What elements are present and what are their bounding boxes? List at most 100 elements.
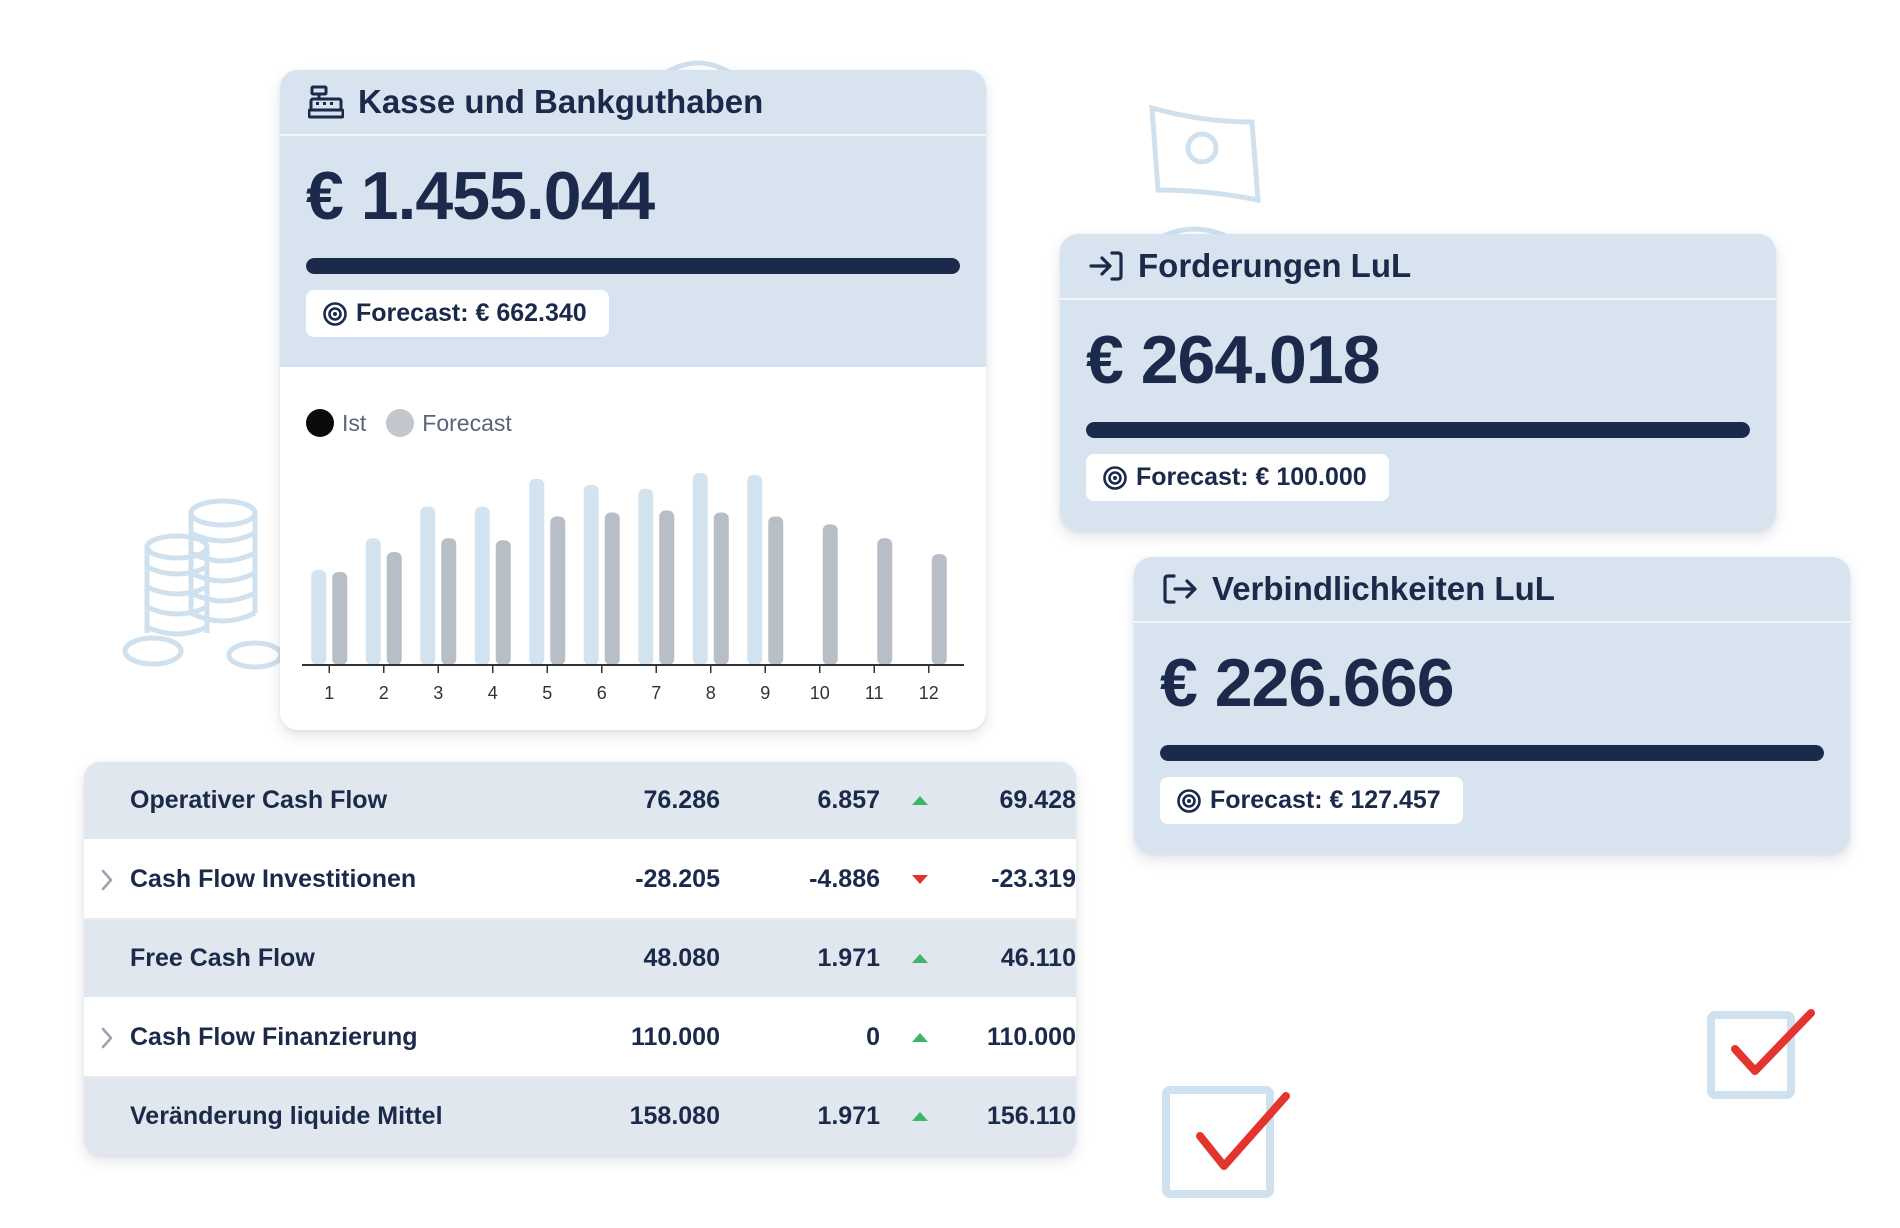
row-value-2: 1.971	[817, 944, 880, 972]
row-value-2: 1.971	[817, 1102, 880, 1130]
receivables-progress-bar	[1086, 422, 1750, 438]
x-tick-label-3: 3	[433, 683, 443, 703]
payables-progress-fill	[1160, 745, 1824, 761]
sign-out-arrow-icon	[1163, 574, 1197, 604]
trend-up-icon	[880, 954, 960, 963]
cash-progress-fill	[306, 258, 960, 274]
row-label: Cash Flow Finanzierung	[130, 1023, 418, 1051]
bar-forecast-3	[441, 538, 457, 665]
row-value-3: 46.110	[1000, 944, 1076, 972]
x-tick-label-8: 8	[706, 683, 716, 703]
trend-up-icon	[880, 796, 960, 805]
bar-forecast-7	[659, 510, 675, 665]
bar-ist-9	[747, 474, 763, 665]
row-value-3: 110.000	[987, 1023, 1076, 1051]
x-tick-label-5: 5	[542, 683, 552, 703]
checkbox-checked-small-icon	[1707, 1009, 1815, 1099]
target-icon	[1177, 788, 1201, 813]
bar-forecast-6	[604, 512, 620, 665]
row-value-1: -28.205	[635, 865, 720, 893]
cash-balance-card: Kasse und Bankguthaben € 1.455.044 Forec…	[280, 70, 986, 730]
receivables-forecast-badge: Forecast: € 100.000	[1086, 454, 1389, 501]
target-icon	[1103, 465, 1127, 490]
receivables-forecast-label: Forecast: € 100.000	[1136, 463, 1367, 491]
row-value-2: 0	[866, 1023, 880, 1051]
x-tick-label-11: 11	[865, 683, 884, 703]
payables-amount: € 226.666	[1160, 645, 1455, 721]
payables-card-header: Verbindlichkeiten LuL	[1134, 557, 1850, 623]
trend-up-icon	[880, 1033, 960, 1042]
cash-forecast-label: Forecast: € 662.340	[356, 299, 587, 327]
payables-card: Verbindlichkeiten LuL € 226.666 Forecast…	[1134, 557, 1850, 854]
row-label: Cash Flow Investitionen	[130, 865, 417, 893]
payables-forecast-label: Forecast: € 127.457	[1210, 786, 1441, 814]
legend-label-forecast: Forecast	[422, 409, 512, 436]
table-row-cash-flow-investitionen[interactable]: Cash Flow Investitionen -28.205 -4.886 -…	[84, 841, 1076, 920]
bar-ist-3	[420, 506, 436, 665]
x-tick-label-9: 9	[760, 683, 770, 703]
bar-forecast-11	[877, 538, 893, 665]
legend-item-forecast: Forecast	[386, 409, 512, 437]
trend-up-icon	[880, 1112, 960, 1121]
bar-ist-6	[583, 484, 599, 665]
x-tick-label-12: 12	[919, 683, 939, 703]
payables-card-body: € 226.666 Forecast: € 127.457	[1134, 623, 1850, 854]
receivables-amount: € 264.018	[1086, 322, 1381, 398]
bar-chart-svg: 1 2 3 4 5 6 7 8 9 10 11 12	[302, 472, 964, 703]
table-row-operativer-cash-flow: Operativer Cash Flow 76.286 6.857 69.428	[84, 762, 1076, 841]
bar-forecast-10	[822, 524, 838, 665]
receivables-card-title: Forderungen LuL	[1138, 247, 1412, 284]
legend-swatch-ist	[306, 409, 334, 437]
cash-register-icon	[308, 85, 344, 119]
row-value-1: 48.080	[643, 944, 720, 972]
row-value-1: 158.080	[629, 1102, 720, 1130]
receivables-card: Forderungen LuL € 264.018 Forecast: € 10…	[1060, 234, 1776, 531]
row-value-3: 156.110	[987, 1102, 1076, 1130]
bar-ist-1	[311, 569, 327, 665]
coin-mid-illustration	[1162, 226, 1228, 238]
row-value-2: 6.857	[817, 786, 880, 814]
coins-illustration	[122, 498, 284, 670]
receivables-card-header: Forderungen LuL	[1060, 234, 1776, 300]
x-tick-label-1: 1	[324, 683, 334, 703]
row-value-2: -4.886	[809, 865, 880, 893]
cash-forecast-badge: Forecast: € 662.340	[306, 290, 609, 337]
bar-ist-5	[529, 478, 545, 665]
checkbox-checked-large-icon	[1162, 1086, 1290, 1198]
row-label: Free Cash Flow	[130, 944, 315, 972]
target-icon	[323, 301, 347, 326]
row-label: Veränderung liquide Mittel	[130, 1102, 443, 1130]
x-tick-label-10: 10	[810, 683, 830, 703]
row-value-3: 69.428	[999, 786, 1076, 814]
monthly-bar-chart: Ist Forecast 1 2 3 4 5 6 7 8 9 10 11 12	[280, 367, 986, 730]
bar-forecast-9	[768, 516, 784, 665]
bar-ist-7	[638, 488, 654, 665]
bar-forecast-4	[495, 540, 511, 665]
table-row-free-cash-flow: Free Cash Flow 48.080 1.971 46.110	[84, 920, 1076, 999]
bar-forecast-5	[550, 516, 566, 665]
chevron-right-icon[interactable]	[84, 1026, 130, 1050]
row-value-1: 76.286	[643, 786, 720, 814]
row-value-3: -23.319	[991, 865, 1076, 893]
bar-forecast-1	[332, 571, 348, 665]
cash-card-title: Kasse und Bankguthaben	[358, 83, 764, 120]
trend-down-icon	[880, 875, 960, 884]
payables-card-title: Verbindlichkeiten LuL	[1212, 570, 1555, 607]
payables-forecast-badge: Forecast: € 127.457	[1160, 777, 1463, 824]
bar-forecast-2	[386, 552, 402, 665]
cash-card-header: Kasse und Bankguthaben	[280, 70, 986, 136]
legend-label-ist: Ist	[342, 409, 367, 436]
row-value-1: 110.000	[631, 1023, 720, 1051]
receivables-progress-fill	[1086, 422, 1750, 438]
x-tick-label-2: 2	[379, 683, 389, 703]
bar-ist-4	[474, 506, 490, 665]
chevron-right-icon[interactable]	[84, 868, 130, 892]
x-tick-label-6: 6	[597, 683, 607, 703]
legend-swatch-forecast	[386, 409, 415, 437]
table-row-cash-flow-finanzierung[interactable]: Cash Flow Finanzierung 110.000 0 110.000	[84, 999, 1076, 1078]
cash-card-body: € 1.455.044 Forecast: € 662.340	[280, 136, 986, 367]
receivables-card-body: € 264.018 Forecast: € 100.000	[1060, 300, 1776, 531]
row-label: Operativer Cash Flow	[130, 786, 388, 814]
table-row-veraenderung-liquide-mittel: Veränderung liquide Mittel 158.080 1.971…	[84, 1078, 1076, 1155]
cashflow-table: Operativer Cash Flow 76.286 6.857 69.428…	[84, 762, 1076, 1155]
